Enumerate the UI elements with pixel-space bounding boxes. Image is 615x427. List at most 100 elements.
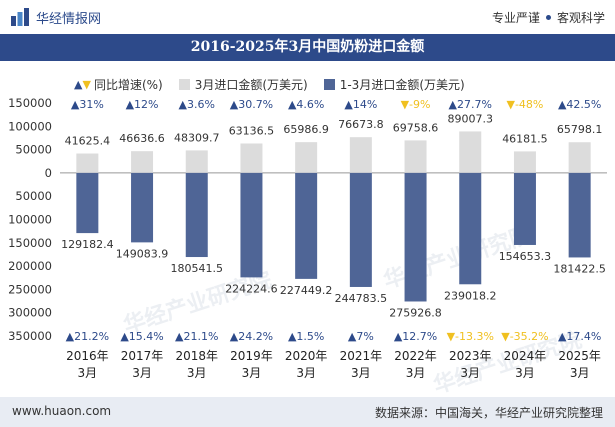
data-label-ytd: 180541.5: [171, 262, 224, 275]
x-tick-label: 2024年: [504, 349, 547, 363]
yoy-march-label: ▲4.6%: [288, 98, 324, 111]
data-label-ytd: 154653.3: [499, 250, 552, 263]
footer-source: 数据来源：中国海关，华经产业研究院整理: [374, 406, 603, 420]
data-label-ytd: 227449.2: [280, 284, 333, 297]
x-tick-label: 2022年: [394, 349, 437, 363]
data-label-ytd: 275926.8: [389, 306, 442, 319]
bar-ytd: [295, 172, 318, 279]
triangle-down-icon: ▼: [82, 78, 91, 91]
y-tick-label: 250000: [8, 282, 52, 296]
bar-ytd: [131, 172, 154, 243]
legend-march: 3月进口金额(万美元): [178, 76, 308, 93]
y-tick-label: 0: [45, 166, 52, 180]
x-tick-label: 2020年: [285, 349, 328, 363]
huajing-logo-icon: [10, 7, 30, 27]
data-label-ytd: 181422.5: [553, 262, 606, 275]
chart-title: 2016-2025年3月中国奶粉进口金额: [0, 34, 615, 61]
footer-url[interactable]: www.huaon.com: [12, 404, 112, 418]
yoy-march-label: ▲3.6%: [179, 98, 215, 111]
yoy-ytd-label: ▲12.7%: [394, 330, 437, 343]
data-label-march: 46636.6: [119, 132, 165, 145]
legend-yoy: ▲ ▼ 同比增速(%): [74, 76, 163, 93]
yoy-ytd-label: ▼-35.2%: [501, 330, 548, 343]
x-tick-label: 2019年: [230, 349, 273, 363]
bar-march: [76, 153, 99, 173]
bar-march: [404, 140, 427, 173]
x-tick-label: 3月: [242, 366, 262, 380]
data-label-ytd: 239018.2: [444, 289, 497, 302]
x-tick-label: 2018年: [175, 349, 218, 363]
legend-march-swatch: [178, 79, 190, 90]
yoy-ytd-label: ▲15.4%: [120, 330, 163, 343]
data-label-march: 65986.9: [283, 123, 329, 136]
chart-legend: ▲ ▼ 同比增速(%) 3月进口金额(万美元) 1-3月进口金额(万美元): [74, 76, 481, 93]
tagline-1: 专业严谨: [491, 11, 540, 25]
yoy-march-label: ▲30.7%: [230, 98, 273, 111]
bar-ytd: [76, 172, 99, 234]
yoy-ytd-label: ▲24.2%: [230, 330, 273, 343]
x-tick-label: 3月: [460, 366, 480, 380]
bar-march: [240, 143, 263, 173]
yoy-ytd-label: ▲7%: [348, 330, 374, 343]
legend-ytd: 1-3月进口金额(万美元): [323, 76, 465, 93]
x-tick-label: 3月: [132, 366, 152, 380]
y-tick-label: 350000: [8, 329, 52, 343]
data-label-march: 65798.1: [557, 123, 603, 136]
legend-yoy-label: 同比增速(%): [93, 78, 163, 92]
yoy-march-label: ▲31%: [71, 98, 104, 111]
x-tick-label: 2025年: [558, 349, 601, 363]
x-tick-label: 3月: [78, 366, 98, 380]
x-tick-label: 2021年: [340, 349, 383, 363]
bar-march: [185, 150, 208, 173]
data-label-march: 89007.3: [448, 112, 494, 125]
data-label-ytd: 224224.6: [225, 282, 278, 295]
data-label-march: 76673.8: [338, 118, 384, 131]
bar-march: [513, 151, 536, 173]
yoy-march-label: ▲14%: [344, 98, 377, 111]
x-tick-label: 2017年: [121, 349, 164, 363]
yoy-ytd-label: ▲1.5%: [288, 330, 324, 343]
bar-march: [568, 142, 591, 173]
chart-plot: 150000 100000 50000 0 50000 100000 150000 20000…: [8, 96, 607, 380]
yoy-ytd-label: ▲17.4%: [558, 330, 601, 343]
bar-ytd: [185, 172, 208, 258]
data-label-march: 69758.6: [393, 121, 439, 134]
yoy-ytd-label: ▲21.2%: [66, 330, 109, 343]
x-tick-label: 3月: [187, 366, 207, 380]
y-tick-label: 100000: [8, 213, 52, 227]
y-tick-label: 100000: [8, 119, 52, 133]
tagline: 专业严谨 客观科学: [492, 9, 605, 26]
separator-dot-icon: [545, 15, 551, 20]
x-tick-label: 3月: [296, 366, 316, 380]
data-label-ytd: 149083.9: [116, 247, 169, 260]
top-bar: 华经情报网 专业严谨 客观科学: [0, 0, 615, 34]
bar-march: [131, 151, 154, 173]
data-label-march: 48309.7: [174, 131, 220, 144]
yoy-march-label: ▲12%: [126, 98, 159, 111]
yoy-ytd-label: ▲21.1%: [175, 330, 218, 343]
brand[interactable]: 华经情报网: [10, 7, 101, 27]
yoy-march-label: ▼-9%: [401, 98, 431, 111]
data-label-ytd: 244783.5: [335, 292, 388, 305]
bar-ytd: [459, 172, 482, 285]
legend-march-label: 3月进口金额(万美元): [194, 78, 308, 92]
x-tick-label: 3月: [515, 366, 535, 380]
yoy-march-label: ▲27.7%: [449, 98, 492, 111]
triangle-up-icon: ▲: [74, 78, 83, 91]
data-label-ytd: 129182.4: [61, 238, 114, 251]
yoy-ytd-label: ▼-13.3%: [447, 330, 494, 343]
data-label-march: 46181.5: [502, 132, 548, 145]
x-tick-label: 3月: [570, 366, 590, 380]
bar-march: [295, 142, 318, 173]
x-tick-label: 2016年: [66, 349, 109, 363]
bar-ytd: [513, 172, 536, 245]
y-tick-label: 50000: [15, 143, 52, 157]
footer: www.huaon.com 数据来源：中国海关，华经产业研究院整理: [0, 397, 615, 427]
legend-ytd-label: 1-3月进口金额(万美元): [339, 78, 465, 92]
x-tick-label: 3月: [406, 366, 426, 380]
brand-name: 华经情报网: [36, 11, 102, 27]
x-tick-label: 2023年: [449, 349, 492, 363]
y-tick-label: 150000: [8, 96, 52, 110]
data-label-march: 41625.4: [65, 135, 111, 148]
y-tick-label: 200000: [8, 259, 52, 273]
